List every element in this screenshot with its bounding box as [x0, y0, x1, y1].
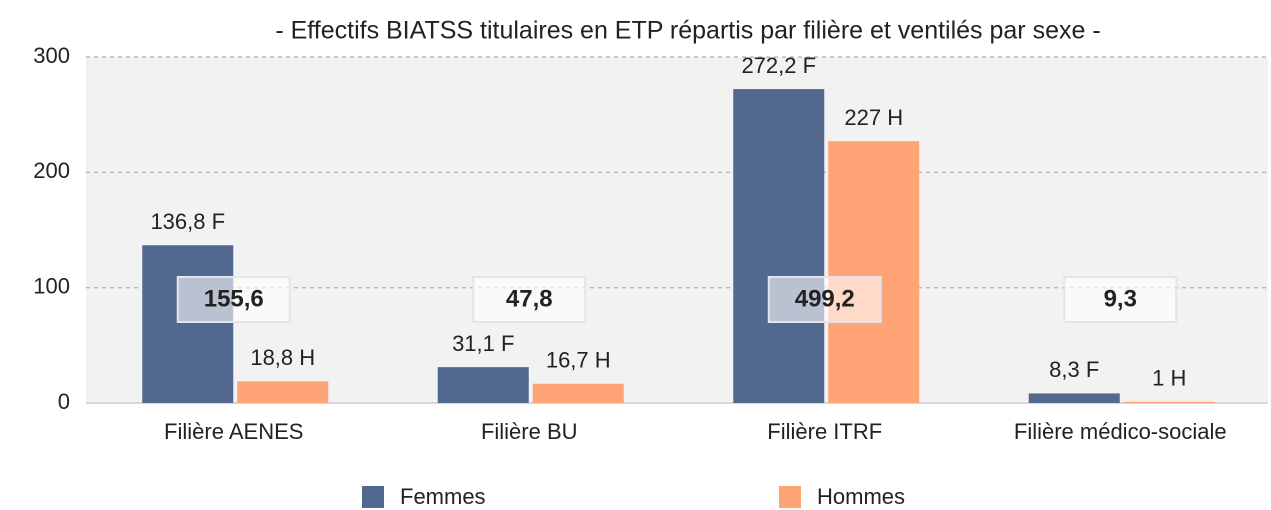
data-label: 136,8 F	[150, 209, 225, 234]
total-box	[1063, 276, 1178, 323]
x-tick-label: Filière ITRF	[767, 419, 882, 444]
legend-label: Hommes	[817, 484, 905, 509]
total-label: 47,8	[506, 285, 553, 312]
total-label: 9,3	[1104, 285, 1137, 312]
total-label: 155,6	[204, 285, 264, 312]
y-tick-label: 200	[33, 158, 70, 183]
chart-title: - Effectifs BIATSS titulaires en ETP rép…	[275, 17, 1100, 45]
total-box	[176, 276, 291, 323]
bar	[733, 89, 825, 403]
bar	[237, 381, 329, 403]
x-tick-label: Filière AENES	[164, 419, 303, 444]
data-label: 16,7 H	[546, 348, 611, 373]
x-tick-label: Filière BU	[481, 419, 578, 444]
y-tick-label: 300	[33, 43, 70, 68]
total-box	[767, 276, 882, 323]
bar	[1123, 401, 1215, 403]
bar	[142, 245, 234, 403]
bar	[532, 383, 624, 403]
legend-label: Femmes	[400, 484, 486, 509]
x-tick-label: Filière médico-sociale	[1014, 419, 1227, 444]
total-box	[472, 276, 587, 323]
plot-background	[86, 57, 1268, 403]
data-label: 18,8 H	[250, 345, 315, 370]
data-label: 272,2 F	[741, 53, 816, 78]
total-label: 499,2	[795, 285, 855, 312]
bar	[1028, 393, 1120, 403]
y-tick-label: 0	[58, 389, 70, 414]
data-label: 1 H	[1152, 366, 1186, 391]
y-tick-label: 100	[33, 273, 70, 298]
legend-swatch	[779, 486, 801, 508]
bar	[828, 141, 920, 403]
data-label: 227 H	[844, 105, 903, 130]
legend-swatch	[362, 486, 384, 508]
data-label: 31,1 F	[452, 331, 514, 356]
bar	[437, 367, 529, 403]
data-label: 8,3 F	[1049, 357, 1099, 382]
